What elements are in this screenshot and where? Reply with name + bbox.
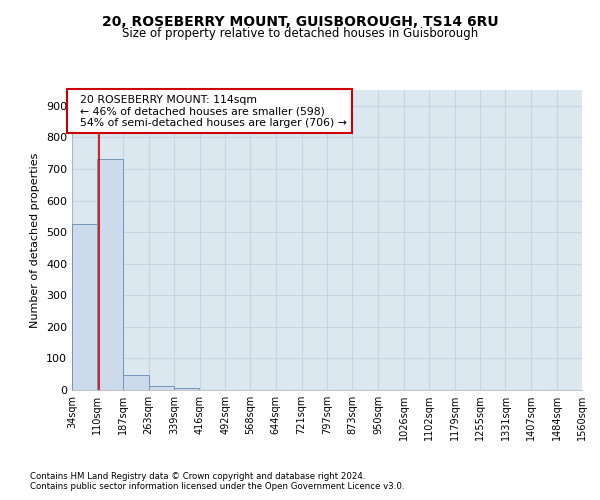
Bar bbox=[174, 388, 199, 390]
Text: Size of property relative to detached houses in Guisborough: Size of property relative to detached ho… bbox=[122, 28, 478, 40]
Bar bbox=[97, 160, 123, 390]
Bar bbox=[123, 375, 149, 390]
Text: 20, ROSEBERRY MOUNT, GUISBOROUGH, TS14 6RU: 20, ROSEBERRY MOUNT, GUISBOROUGH, TS14 6… bbox=[101, 15, 499, 29]
Text: Contains HM Land Registry data © Crown copyright and database right 2024.: Contains HM Land Registry data © Crown c… bbox=[30, 472, 365, 481]
Y-axis label: Number of detached properties: Number of detached properties bbox=[31, 152, 40, 328]
Bar bbox=[149, 386, 174, 390]
Text: Contains public sector information licensed under the Open Government Licence v3: Contains public sector information licen… bbox=[30, 482, 404, 491]
Bar bbox=[72, 224, 97, 390]
Text: 20 ROSEBERRY MOUNT: 114sqm
  ← 46% of detached houses are smaller (598)
  54% of: 20 ROSEBERRY MOUNT: 114sqm ← 46% of deta… bbox=[73, 94, 347, 128]
